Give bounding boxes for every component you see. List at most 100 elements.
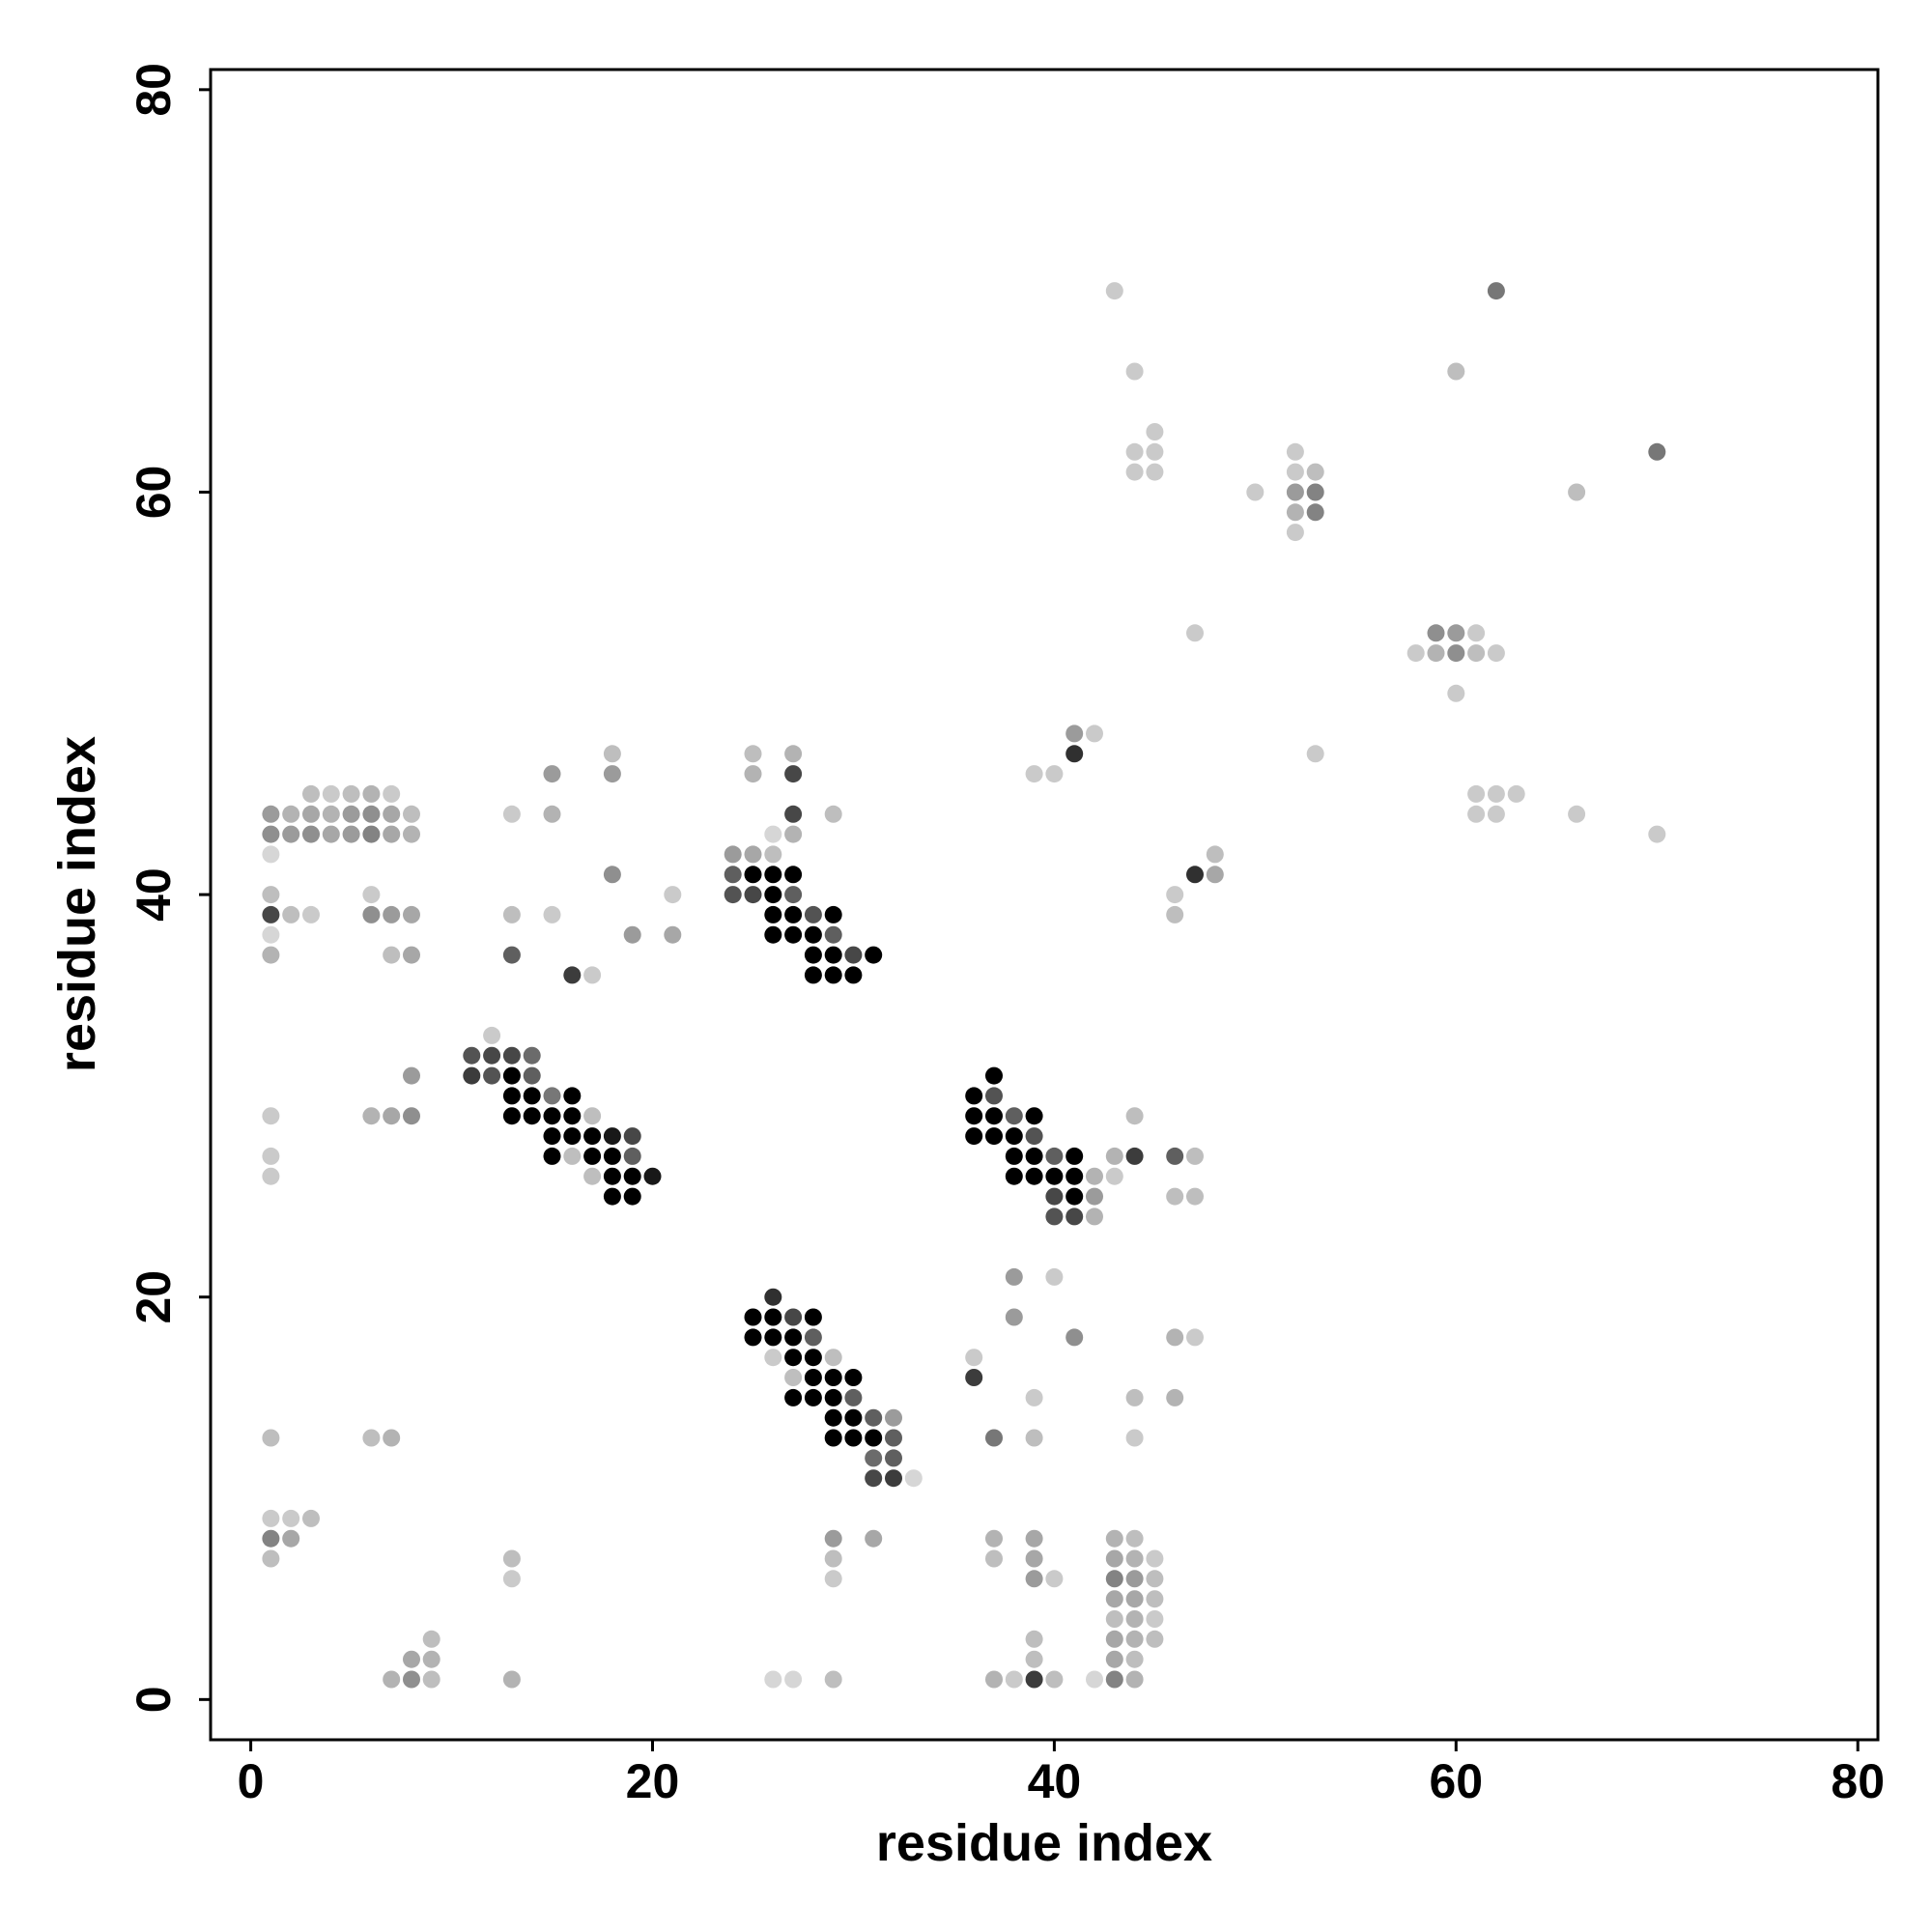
contact-point: [885, 1429, 902, 1447]
contact-point: [1286, 442, 1304, 461]
contact-point: [1005, 1670, 1023, 1689]
contact-point: [1146, 463, 1164, 481]
contact-point: [1086, 1670, 1103, 1689]
contact-point: [1125, 463, 1144, 481]
y-tick-label: 40: [127, 867, 181, 922]
contact-point: [502, 1549, 521, 1568]
contact-point: [1086, 724, 1103, 743]
contact-point: [1467, 624, 1486, 642]
contact-point: [262, 925, 280, 944]
contact-point: [483, 1066, 501, 1085]
contact-point: [764, 886, 782, 904]
contact-point: [865, 1408, 883, 1427]
contact-point: [1025, 1529, 1043, 1548]
contact-point: [1306, 745, 1324, 763]
contact-point: [1125, 1147, 1144, 1165]
contact-point: [1487, 784, 1505, 803]
contact-point: [784, 825, 803, 843]
contact-point: [1025, 1429, 1043, 1447]
contact-point: [463, 1066, 481, 1085]
contact-point: [1105, 1147, 1123, 1165]
contact-point: [262, 886, 280, 904]
contact-point: [1025, 1388, 1043, 1406]
contact-point: [985, 1549, 1003, 1568]
contact-point: [1065, 1147, 1084, 1165]
contact-point: [383, 946, 401, 964]
contact-point: [403, 1670, 420, 1689]
contact-point: [1105, 1529, 1123, 1548]
contact-point: [422, 1630, 440, 1648]
contact-point: [1467, 784, 1486, 803]
contact-point: [1467, 805, 1486, 823]
contact-point: [804, 946, 822, 964]
contact-point: [784, 866, 803, 884]
contact-point: [1568, 483, 1586, 501]
contact-point: [784, 925, 803, 944]
contact-point: [744, 886, 762, 904]
contact-point: [282, 1529, 300, 1548]
contact-point: [1186, 1187, 1204, 1206]
contact-point: [744, 866, 762, 884]
contact-point: [1487, 282, 1505, 300]
contact-point: [362, 825, 381, 843]
contact-point: [502, 1046, 521, 1065]
contact-point: [1166, 905, 1184, 923]
contact-point: [1427, 624, 1445, 642]
contact-point: [1045, 1167, 1064, 1185]
contact-point: [362, 784, 381, 803]
contact-point: [342, 825, 360, 843]
contact-point: [322, 784, 340, 803]
contact-point: [502, 1670, 521, 1689]
contact-point: [985, 1529, 1003, 1548]
contact-point: [563, 1107, 582, 1125]
contact-point: [1125, 1630, 1144, 1648]
contact-point: [1166, 1187, 1184, 1206]
contact-point: [322, 805, 340, 823]
contact-point: [282, 805, 300, 823]
contact-point: [362, 1429, 381, 1447]
contact-point: [784, 1670, 803, 1689]
contact-point: [804, 925, 822, 944]
contact-point: [603, 765, 621, 783]
contact-point: [403, 946, 420, 964]
contact-point: [784, 1328, 803, 1347]
contact-point: [1186, 866, 1204, 884]
contact-point: [784, 745, 803, 763]
x-tick-label: 0: [238, 1754, 265, 1808]
contact-point: [383, 805, 401, 823]
contact-point: [764, 905, 782, 923]
contact-point: [1166, 886, 1184, 904]
contact-point: [965, 1369, 983, 1386]
contact-point: [1125, 1549, 1144, 1568]
contact-point: [985, 1107, 1003, 1125]
contact-point: [262, 1429, 280, 1447]
contact-point: [1306, 463, 1324, 481]
contact-point: [1146, 1549, 1164, 1568]
contact-point: [403, 1107, 420, 1125]
contact-point: [724, 866, 742, 884]
contact-point: [1105, 1670, 1123, 1689]
contact-point: [262, 946, 280, 964]
contact-point: [1166, 1147, 1184, 1165]
contact-point: [804, 1349, 822, 1367]
contact-point: [804, 966, 822, 984]
contact-point: [1105, 1570, 1123, 1588]
contact-point: [362, 905, 381, 923]
contact-point: [563, 1127, 582, 1146]
contact-point: [1105, 282, 1123, 300]
contact-point: [1125, 1429, 1144, 1447]
contact-point: [844, 1369, 863, 1386]
contact-point: [1065, 724, 1084, 743]
contact-point: [1648, 825, 1666, 843]
contact-point: [885, 1449, 902, 1467]
contact-point: [764, 825, 782, 843]
contact-point: [563, 966, 582, 984]
contact-point: [262, 1107, 280, 1125]
contact-point: [302, 805, 320, 823]
contact-point: [403, 1066, 420, 1085]
contact-point: [764, 1288, 782, 1306]
data-points: [262, 282, 1666, 1689]
y-axis: 0 20 40 60 80: [127, 63, 211, 1713]
contact-point: [1507, 784, 1525, 803]
